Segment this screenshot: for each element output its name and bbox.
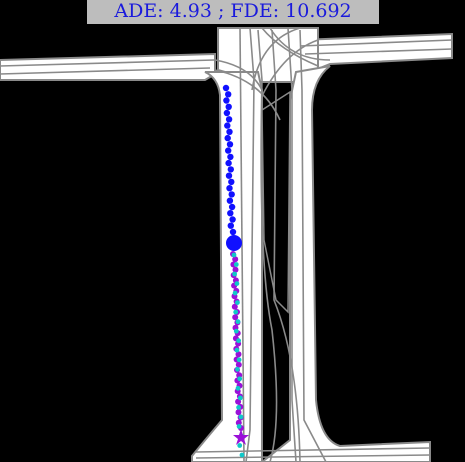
ground-truth-point	[238, 414, 244, 420]
ground-truth-point	[235, 319, 241, 325]
ground-truth-point	[233, 309, 239, 315]
metric-label: ADE: 4.93 ; FDE: 10.692	[87, 0, 379, 24]
history-point	[227, 153, 234, 161]
lane-line	[304, 48, 453, 55]
predicted-point	[232, 256, 239, 263]
ground-truth-point	[233, 328, 239, 334]
history-point	[227, 166, 234, 173]
lane-line	[257, 29, 278, 462]
history-point	[229, 216, 236, 223]
ground-truth-point	[236, 338, 242, 344]
history-point	[225, 172, 233, 179]
predicted-point	[235, 361, 242, 368]
ground-truth-point	[232, 271, 238, 277]
predicted-point	[231, 303, 238, 310]
ground-truth-point	[236, 405, 242, 410]
ground-truth-point	[237, 376, 243, 382]
history-point	[227, 210, 234, 217]
history-point	[224, 134, 231, 142]
lane-line	[239, 27, 245, 462]
predicted-point	[232, 266, 239, 273]
history-point	[225, 103, 232, 111]
predicted-point	[235, 419, 242, 426]
endpoint-star-marker	[233, 429, 249, 445]
history-point	[227, 222, 234, 229]
ground-truth-point	[236, 424, 242, 429]
history-point	[223, 109, 231, 117]
ground-truth-trajectory	[231, 252, 245, 458]
lane-line	[261, 27, 319, 67]
lane-line	[0, 67, 211, 75]
history-point	[223, 97, 230, 104]
lane-line	[261, 39, 319, 97]
history-point	[226, 185, 233, 192]
lane-line	[299, 39, 453, 47]
ground-truth-point	[237, 395, 243, 401]
ground-truth-point	[235, 366, 240, 372]
lane-line	[287, 27, 297, 462]
history-point	[225, 116, 233, 123]
history-point	[225, 147, 232, 154]
lane-line	[245, 27, 255, 462]
history-point	[226, 197, 234, 204]
lane-line	[0, 59, 215, 67]
history-point	[229, 228, 237, 236]
ground-truth-point	[234, 347, 240, 353]
ground-truth-point	[239, 452, 245, 458]
road-west-arm	[0, 52, 216, 81]
ground-truth-point	[237, 443, 243, 448]
predicted-point	[235, 351, 242, 358]
history-point	[226, 141, 234, 148]
history-point	[222, 84, 230, 92]
lane-line	[195, 454, 431, 459]
ground-truth-point	[234, 281, 240, 286]
lane-line	[195, 447, 431, 453]
predicted-point	[235, 409, 242, 416]
history-point	[228, 178, 235, 186]
ground-truth-point	[236, 357, 242, 363]
history-point	[225, 91, 232, 98]
ground-truth-point	[232, 290, 238, 296]
history-trajectory	[222, 84, 237, 236]
lane-line	[214, 59, 263, 91]
ground-truth-point	[233, 262, 239, 267]
lane-line	[251, 27, 301, 91]
lane-line	[214, 69, 281, 121]
ground-truth-point	[235, 300, 240, 305]
history-point	[228, 191, 235, 198]
history-point	[226, 128, 233, 135]
lane-line	[271, 29, 301, 462]
history-point	[228, 203, 236, 211]
current-position-marker	[226, 235, 242, 251]
ground-truth-point	[231, 252, 237, 258]
road-south-west-lane	[191, 71, 263, 462]
median	[261, 90, 291, 314]
history-point	[224, 122, 231, 129]
predicted-point	[232, 314, 239, 321]
history-point	[225, 159, 232, 167]
ground-truth-point	[235, 385, 241, 391]
lane-lines	[0, 27, 453, 462]
lane-line	[299, 29, 327, 462]
